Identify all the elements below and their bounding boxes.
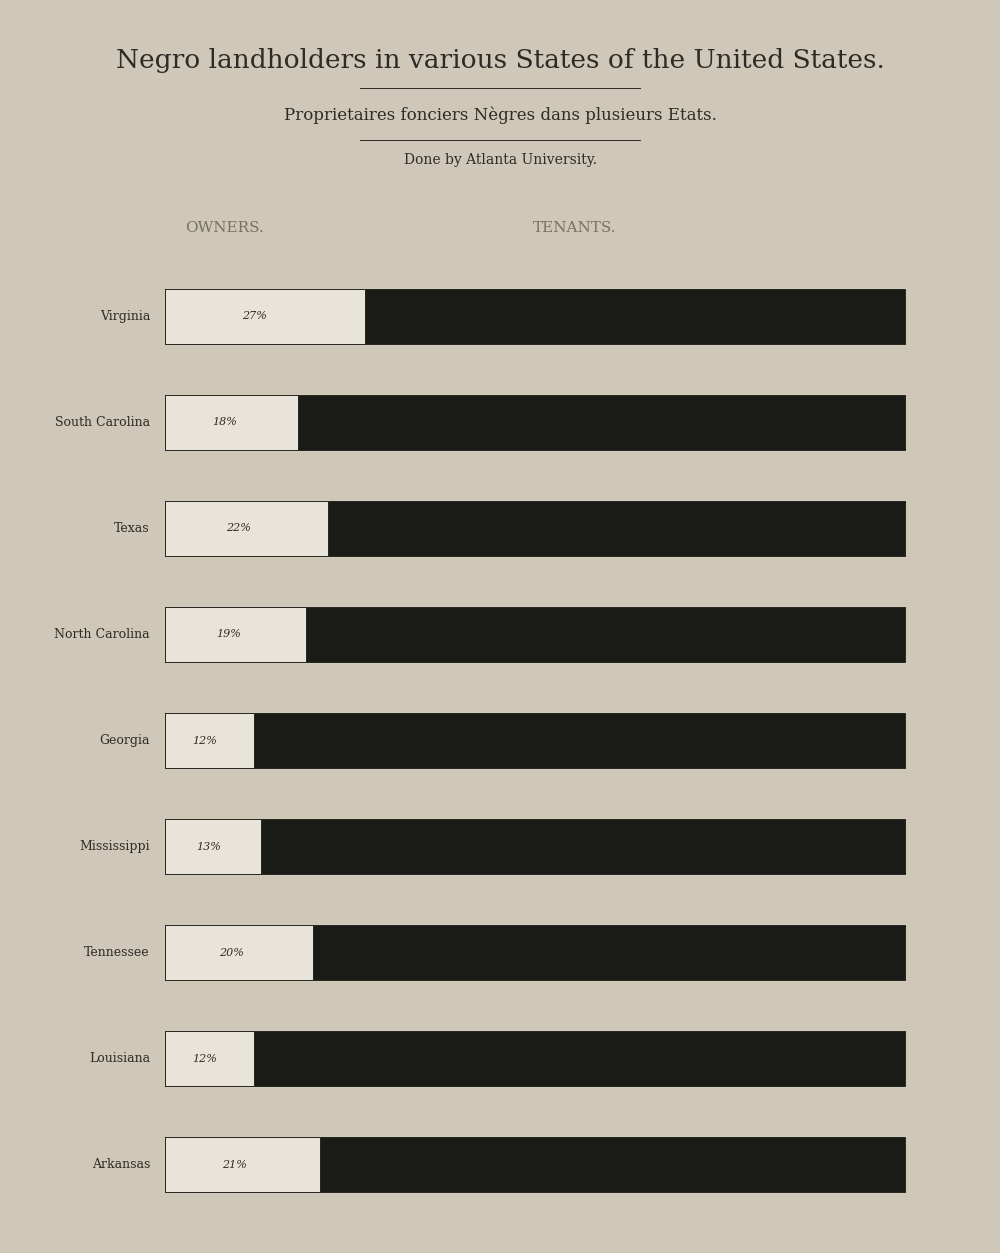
- Text: Done by Atlanta University.: Done by Atlanta University.: [404, 153, 596, 168]
- Text: 22%: 22%: [226, 524, 251, 534]
- Text: Arkansas: Arkansas: [92, 1158, 150, 1172]
- Text: 18%: 18%: [213, 417, 237, 427]
- Text: Texas: Texas: [114, 521, 150, 535]
- Text: Tennessee: Tennessee: [84, 946, 150, 960]
- Text: Georgia: Georgia: [100, 734, 150, 747]
- Text: Mississippi: Mississippi: [79, 840, 150, 853]
- Text: 20%: 20%: [219, 947, 244, 957]
- Text: TENANTS.: TENANTS.: [533, 221, 617, 236]
- Text: 21%: 21%: [222, 1160, 247, 1170]
- Text: OWNERS.: OWNERS.: [186, 221, 264, 236]
- Text: South Carolina: South Carolina: [55, 416, 150, 429]
- Text: 27%: 27%: [242, 311, 267, 321]
- Text: Louisiana: Louisiana: [89, 1053, 150, 1065]
- Text: 12%: 12%: [193, 736, 217, 746]
- Text: Negro landholders in various States of the United States.: Negro landholders in various States of t…: [116, 48, 884, 73]
- Text: Virginia: Virginia: [100, 309, 150, 323]
- Text: 13%: 13%: [196, 842, 221, 852]
- Text: Proprietaires fonciers Nègres dans plusieurs Etats.: Proprietaires fonciers Nègres dans plusi…: [284, 107, 716, 124]
- Text: 12%: 12%: [193, 1054, 217, 1064]
- Text: 19%: 19%: [216, 629, 241, 639]
- Text: North Carolina: North Carolina: [54, 628, 150, 642]
